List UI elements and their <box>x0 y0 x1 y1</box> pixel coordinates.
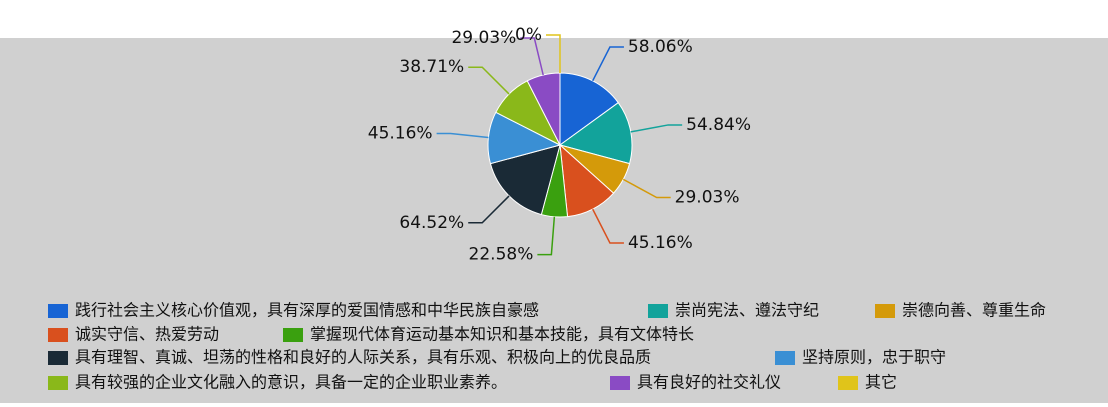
legend-swatch <box>875 304 895 318</box>
legend-swatch <box>648 304 668 318</box>
legend-swatch <box>48 351 68 365</box>
leader-line <box>537 216 556 256</box>
data-label: 22.58% <box>469 245 534 265</box>
legend-swatch <box>48 328 68 342</box>
data-label: 29.03% <box>675 187 740 207</box>
legend-label: 具有良好的社交礼仪 <box>637 373 781 392</box>
legend-label: 其它 <box>865 373 897 392</box>
leader-line <box>520 37 544 76</box>
legend-swatch <box>775 351 795 365</box>
pie-slice <box>489 144 561 216</box>
leader-line <box>592 46 624 82</box>
leader-line <box>592 208 624 244</box>
legend-label: 崇德向善、尊重生命 <box>902 301 1046 320</box>
data-label: 38.71% <box>399 57 464 77</box>
legend-swatch <box>610 376 630 390</box>
legend-label: 掌握现代体育运动基本知识和基本技能，具有文体特长 <box>310 325 694 344</box>
leader-line <box>436 132 489 139</box>
data-label: 64.52% <box>399 213 464 233</box>
data-label: 29.03% <box>451 28 516 48</box>
data-label: 45.16% <box>368 124 433 144</box>
legend-label: 诚实守信、热爱劳动 <box>75 325 219 344</box>
data-label: 58.06% <box>628 37 693 57</box>
legend-label: 践行社会主义核心价值观，具有深厚的爱国情感和中华民族自豪感 <box>75 301 539 320</box>
legend-label: 坚持原则，忠于职守 <box>802 348 946 367</box>
leader-line <box>622 178 671 199</box>
leader-line <box>468 195 510 224</box>
legend-label: 崇尚宪法、遵法守纪 <box>675 301 819 320</box>
legend-swatch <box>48 376 68 390</box>
data-label: 0% <box>515 25 542 45</box>
data-label: 54.84% <box>686 115 751 135</box>
legend-label: 具有理智、真诚、坦荡的性格和良好的人际关系，具有乐观、积极向上的优良品质 <box>75 348 651 367</box>
leader-line <box>468 66 510 95</box>
legend-swatch <box>838 376 858 390</box>
leader-line <box>546 34 561 73</box>
legend-swatch <box>48 304 68 318</box>
legend-label: 具有较强的企业文化融入的意识，具备一定的企业职业素养。 <box>75 373 507 392</box>
legend-swatch <box>283 328 303 342</box>
leader-line <box>630 124 683 133</box>
data-label: 45.16% <box>628 233 693 253</box>
